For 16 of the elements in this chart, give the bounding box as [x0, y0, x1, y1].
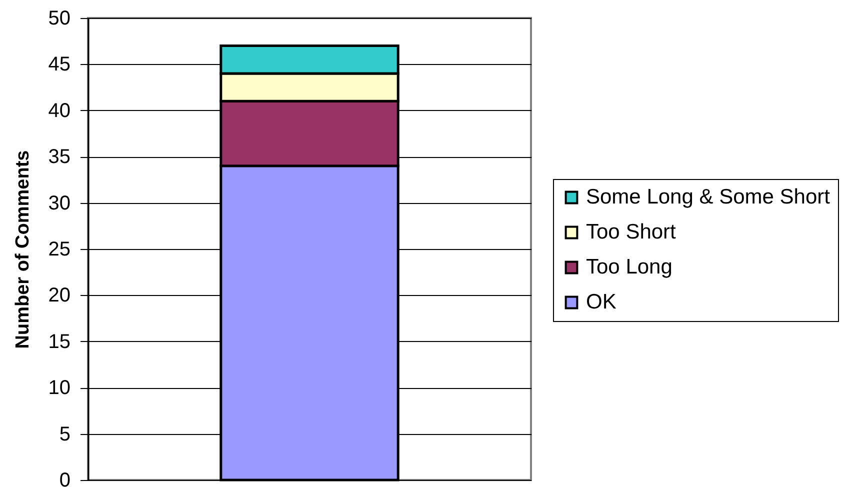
y-tick-label: 10: [48, 377, 70, 400]
legend-label: Too Short: [586, 220, 676, 244]
y-tick-label: 20: [48, 284, 70, 307]
y-tick-label: 45: [48, 54, 70, 76]
y-tick-label: 40: [48, 100, 70, 122]
legend-label: OK: [586, 290, 616, 314]
y-tick-label: 15: [48, 330, 70, 353]
y-tick-label: 30: [48, 192, 70, 214]
y-tick-label: 0: [59, 470, 70, 487]
legend-label: Some Long & Some Short: [586, 186, 830, 208]
legend-label: Too Long: [586, 256, 672, 278]
y-tick-label: 35: [48, 146, 70, 168]
y-tick-label: 5: [59, 423, 70, 446]
y-tick-label: 50: [48, 8, 70, 30]
y-tick-label: 25: [48, 238, 70, 260]
y-axis-title: Number of Comments: [12, 150, 34, 349]
